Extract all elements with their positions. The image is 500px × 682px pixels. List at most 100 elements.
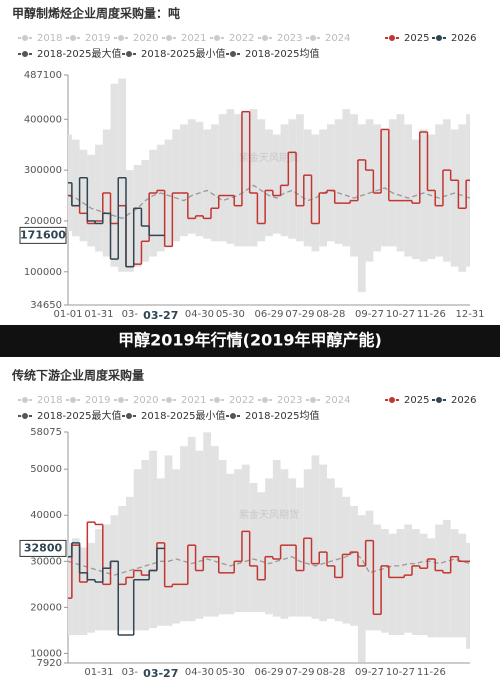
y-tick-label: 487100	[24, 70, 62, 81]
range-band	[195, 450, 204, 619]
legend-icon	[435, 34, 443, 42]
range-band	[211, 446, 219, 617]
range-band	[241, 464, 250, 612]
pointer-y-label: 171600	[20, 228, 66, 241]
watermark: 紫金天风期货	[239, 508, 299, 521]
range-band	[450, 529, 459, 638]
legend-label: 2018-2025最大值	[37, 409, 122, 422]
legend-icon	[435, 396, 443, 404]
range-band	[118, 506, 126, 631]
range-band	[404, 124, 413, 257]
range-band	[412, 139, 420, 260]
range-band	[218, 114, 227, 242]
range-band	[241, 111, 250, 247]
x-tick-label: 06-29	[254, 309, 283, 320]
x-tick-label: 08-28	[316, 667, 345, 678]
range-band	[195, 121, 204, 237]
range-band	[79, 149, 88, 242]
x-tick-label: 09-27	[355, 309, 384, 320]
y-tick-label: 40000	[30, 510, 62, 521]
range-band	[110, 515, 119, 631]
x-tick-label: 04-30	[185, 309, 214, 320]
range-band	[373, 524, 382, 631]
range-band	[350, 114, 358, 257]
legend-icon	[213, 396, 221, 404]
range-band	[458, 533, 467, 638]
mean-line	[67, 184, 471, 220]
legend-label: 2022	[229, 395, 254, 406]
range-band	[203, 432, 212, 617]
range-band	[350, 506, 358, 626]
pointer-y-label: 32800	[24, 541, 63, 554]
legend-label: 2026	[451, 395, 476, 406]
range-band	[95, 529, 103, 631]
range-band	[102, 524, 111, 631]
range-band	[365, 510, 374, 631]
range-band	[71, 538, 80, 635]
legend-icon	[309, 396, 317, 404]
pointer-y-box	[19, 226, 67, 244]
chart: 甲醇制烯烃企业周度采购量：吨 2018 2019 2020 2021 2022 2023 20…	[12, 6, 485, 323]
legend-icon	[117, 34, 125, 42]
x-tick-label: 03-	[122, 667, 139, 678]
range-band	[257, 119, 266, 242]
range-band	[79, 547, 88, 635]
legend-icon	[261, 34, 269, 42]
legend-label: 2020	[133, 33, 158, 44]
pointer-x-label: 03-27	[143, 309, 178, 322]
legend-label: 2019	[85, 33, 110, 44]
y-tick-label: 300000	[24, 165, 62, 176]
range-band	[164, 455, 173, 626]
range-band	[303, 129, 312, 247]
x-tick-label: 10-27	[386, 667, 415, 678]
legend-icon	[21, 50, 29, 58]
legend-icon	[165, 34, 173, 42]
y-tick-label: 400000	[24, 114, 62, 125]
range-band	[450, 129, 459, 267]
legend-label: 2021	[181, 395, 206, 406]
legend-icon	[117, 396, 125, 404]
legend-icon	[125, 412, 133, 420]
legend-icon	[165, 396, 173, 404]
range-band	[311, 134, 320, 252]
range-band	[141, 459, 150, 631]
range-band	[156, 478, 165, 626]
range-band	[95, 144, 103, 252]
legend-icon	[388, 34, 396, 42]
range-band	[149, 149, 157, 257]
legend-label: 2023	[277, 395, 302, 406]
range-band	[156, 144, 165, 252]
y-tick-label: 100000	[24, 267, 62, 278]
range-band	[334, 119, 343, 244]
range-band	[187, 436, 196, 622]
legend-icon	[21, 34, 29, 42]
watermark: 紫金天风期货	[239, 151, 299, 164]
legend-label: 2024	[325, 395, 350, 406]
x-tick-label: 11-26	[417, 667, 446, 678]
range-band	[427, 538, 436, 638]
range-band	[296, 114, 304, 242]
legend-label: 2018-2025最大值	[37, 47, 122, 60]
range-band	[419, 129, 428, 262]
legend-label: 2018-2025最小值	[141, 47, 226, 60]
range-band	[388, 119, 397, 247]
range-band	[187, 119, 196, 234]
range-band	[272, 459, 281, 617]
legend-icon	[213, 34, 221, 42]
legend-icon	[388, 396, 396, 404]
range-band	[211, 124, 219, 242]
range-band	[249, 483, 258, 612]
legend-label: 2022	[229, 33, 254, 44]
x-tick-label: 07-29	[285, 667, 314, 678]
legend-icon	[69, 396, 77, 404]
range-band	[296, 487, 304, 617]
range-band	[180, 446, 188, 622]
range-band	[427, 134, 436, 260]
range-band	[125, 170, 134, 272]
range-band	[234, 114, 242, 247]
range-band	[419, 533, 428, 635]
x-tick-label: 01-01	[53, 309, 82, 320]
range-band	[342, 496, 351, 624]
x-tick-label: 03-	[122, 309, 139, 320]
